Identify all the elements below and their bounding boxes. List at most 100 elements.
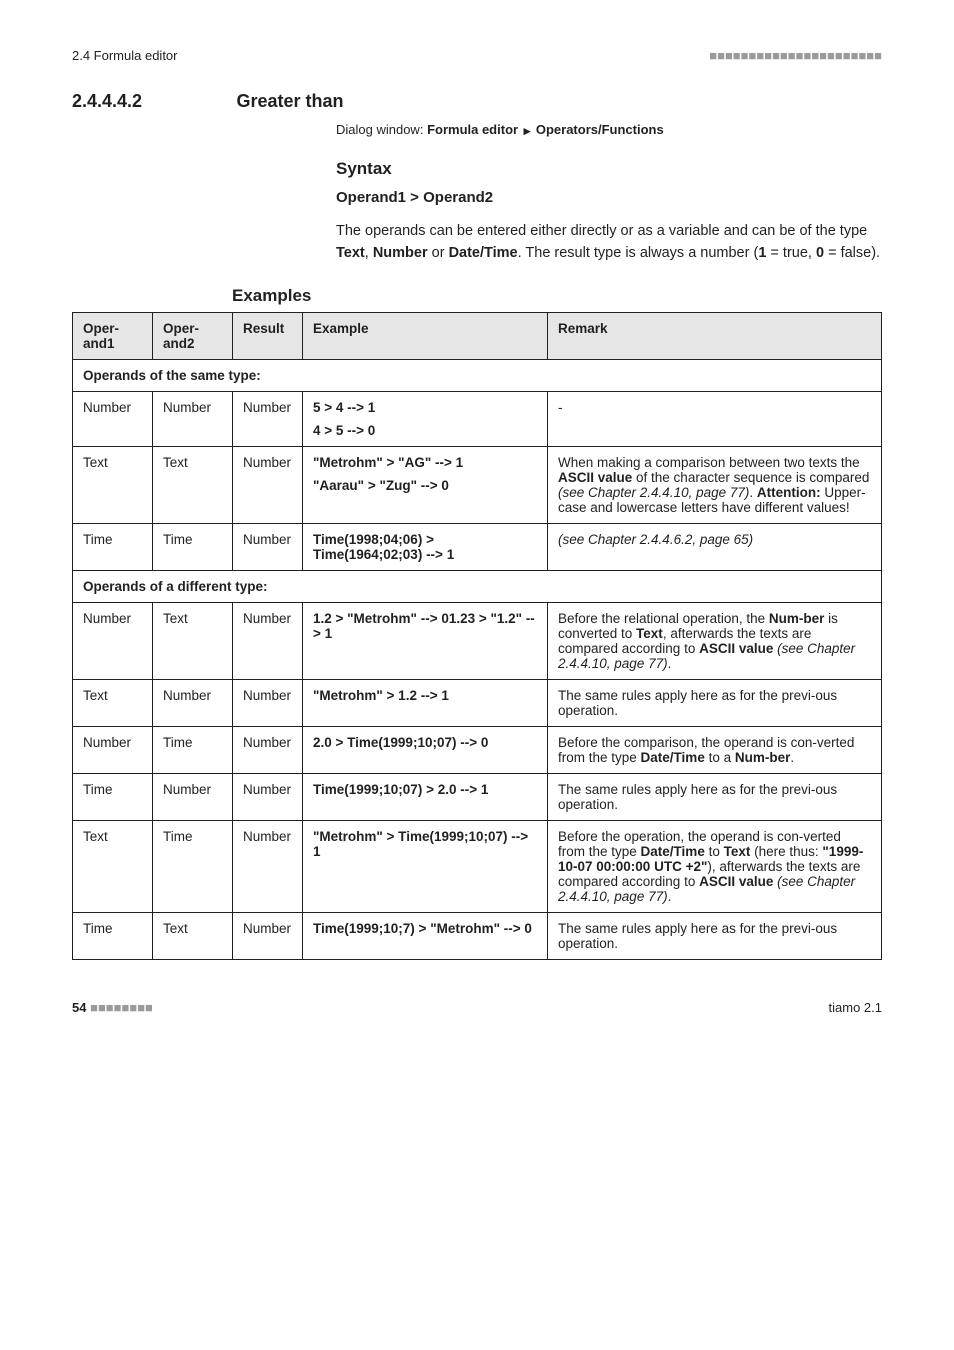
table-row: Text Time Number "Metrohm" > Time(1999;1…	[73, 821, 882, 913]
page-container: 2.4 Formula editor ■■■■■■■■■■■■■■■■■■■■■…	[0, 0, 954, 1071]
table-row: Time Number Number Time(1999;10;07) > 2.…	[73, 774, 882, 821]
rem-text-type: Text	[636, 626, 663, 641]
body-eqfalse: = false).	[824, 245, 880, 261]
footer-right: tiamo 2.1	[829, 1000, 882, 1015]
cell-op1: Text	[73, 821, 153, 913]
table-row: Number Time Number 2.0 > Time(1999;10;07…	[73, 727, 882, 774]
rem-ascii: ASCII value	[699, 874, 773, 889]
cell-example: "Metrohm" > 1.2 --> 1	[303, 680, 548, 727]
cell-res: Number	[233, 727, 303, 774]
dialog-window-line: Dialog window: Formula editor ▸ Operator…	[336, 120, 882, 140]
header-op1-line1: Oper-	[83, 321, 119, 336]
header-row: Oper-and1 Oper-and2 Result Example Remar…	[73, 313, 882, 360]
cell-op2: Time	[153, 727, 233, 774]
group-label-different: Operands of a different type:	[73, 571, 882, 603]
cell-example: Time(1999;10;7) > "Metrohm" --> 0	[303, 913, 548, 960]
rem-text: .	[790, 750, 794, 765]
cell-res: Number	[233, 603, 303, 680]
cell-remark: Before the relational operation, the Num…	[548, 603, 882, 680]
section-heading: 2.4.4.4.2 Greater than	[72, 91, 882, 112]
rem-ref: (see Chapter 2.4.4.10, page 77)	[558, 485, 749, 500]
rem-text: to a	[705, 750, 735, 765]
cell-example: Time(1998;04;06) > Time(1964;02;03) --> …	[303, 524, 548, 571]
body-text-b: . The result type is always a number (	[518, 245, 759, 261]
header-operand1: Oper-and1	[73, 313, 153, 360]
cell-res: Number	[233, 524, 303, 571]
rem-text: .	[668, 889, 672, 904]
cell-remark: Before the comparison, the operand is co…	[548, 727, 882, 774]
section-body: Dialog window: Formula editor ▸ Operator…	[336, 120, 882, 264]
cell-res: Number	[233, 821, 303, 913]
running-head: 2.4 Formula editor ■■■■■■■■■■■■■■■■■■■■■…	[72, 48, 882, 63]
cell-remark: (see Chapter 2.4.4.6.2, page 65)	[548, 524, 882, 571]
rem-text: When making a comparison between two tex…	[558, 455, 860, 470]
table-row: Text Text Number "Metrohm" > "AG" --> 1 …	[73, 447, 882, 524]
rem-text: (here thus:	[750, 844, 822, 859]
dialog-part1: Formula editor	[427, 122, 518, 137]
rem-text: of the character sequence is compared	[632, 470, 869, 485]
header-example: Example	[303, 313, 548, 360]
cell-op2: Text	[153, 447, 233, 524]
header-op2-line1: Oper-	[163, 321, 199, 336]
cell-op2: Time	[153, 821, 233, 913]
body-or: or	[428, 245, 449, 261]
example-line: "Aarau" > "Zug" --> 0	[313, 478, 537, 493]
body-text-a: The operands can be entered either direc…	[336, 223, 867, 239]
rem-text: .	[749, 485, 757, 500]
section-title: Greater than	[236, 91, 343, 112]
dialog-separator-icon: ▸	[524, 121, 531, 141]
cell-res: Number	[233, 447, 303, 524]
cell-res: Number	[233, 680, 303, 727]
example-line: "Metrohm" > "AG" --> 1	[313, 455, 537, 470]
footer-left: 54 ■■■■■■■■	[72, 1000, 153, 1015]
rem-text: .	[668, 656, 672, 671]
cell-op1: Number	[73, 392, 153, 447]
rem-datetime: Date/Time	[641, 750, 705, 765]
body-sep1: ,	[365, 245, 373, 261]
rem-ascii: ASCII value	[699, 641, 773, 656]
dialog-part2: Operators/Functions	[536, 122, 664, 137]
rem-text: Before the relational operation, the	[558, 611, 769, 626]
table-row: Number Number Number 5 > 4 --> 1 4 > 5 -…	[73, 392, 882, 447]
header-remark: Remark	[548, 313, 882, 360]
cell-op1: Text	[73, 680, 153, 727]
cell-op1: Number	[73, 603, 153, 680]
section-number: 2.4.4.4.2	[72, 91, 232, 112]
group-row-different-type: Operands of a different type:	[73, 571, 882, 603]
rem-text: to	[705, 844, 724, 859]
cell-res: Number	[233, 913, 303, 960]
cell-example: Time(1999;10;07) > 2.0 --> 1	[303, 774, 548, 821]
cell-op2: Number	[153, 392, 233, 447]
cell-op1: Time	[73, 774, 153, 821]
cell-op1: Number	[73, 727, 153, 774]
rem-datetime: Date/Time	[641, 844, 705, 859]
header-operand2: Oper-and2	[153, 313, 233, 360]
cell-res: Number	[233, 392, 303, 447]
table-row: Time Time Number Time(1998;04;06) > Time…	[73, 524, 882, 571]
cell-op2: Text	[153, 913, 233, 960]
rem-attention: Attention:	[757, 485, 821, 500]
cell-op1: Time	[73, 524, 153, 571]
cell-op2: Number	[153, 774, 233, 821]
body-eqtrue: = true,	[766, 245, 816, 261]
table-row: Text Number Number "Metrohm" > 1.2 --> 1…	[73, 680, 882, 727]
body-type-text: Text	[336, 245, 365, 261]
page-footer: 54 ■■■■■■■■ tiamo 2.1	[72, 1000, 882, 1015]
syntax-label: Syntax	[336, 156, 882, 182]
header-op1-line2: and1	[83, 336, 115, 351]
table-row: Time Text Number Time(1999;10;7) > "Metr…	[73, 913, 882, 960]
cell-example: 5 > 4 --> 1 4 > 5 --> 0	[303, 392, 548, 447]
cell-remark: When making a comparison between two tex…	[548, 447, 882, 524]
example-line: 5 > 4 --> 1	[313, 400, 537, 415]
dialog-prefix: Dialog window:	[336, 122, 423, 137]
rem-number: Num-ber	[769, 611, 825, 626]
examples-table-body: Operands of the same type: Number Number…	[73, 360, 882, 960]
cell-example: 1.2 > "Metrohm" --> 01.23 > "1.2" --> 1	[303, 603, 548, 680]
cell-res: Number	[233, 774, 303, 821]
cell-op2: Text	[153, 603, 233, 680]
cell-example: 2.0 > Time(1999;10;07) --> 0	[303, 727, 548, 774]
examples-label: Examples	[232, 286, 882, 306]
footer-dashes: ■■■■■■■■	[90, 1000, 153, 1015]
body-type-number: Number	[373, 245, 428, 261]
footer-page-number: 54	[72, 1000, 86, 1015]
